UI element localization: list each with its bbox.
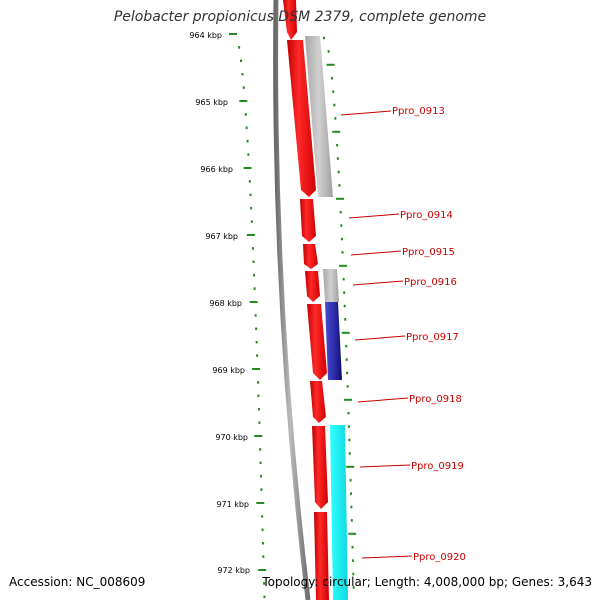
gene-arrow-ppro-0920 (314, 512, 329, 600)
gene-label[interactable]: Ppro_0913 (392, 106, 445, 117)
tick-label: 964 kbp (189, 31, 222, 40)
tick-label: 969 kbp (212, 366, 245, 375)
tick-label: 965 kbp (195, 98, 228, 107)
gene-label[interactable]: Ppro_0918 (409, 394, 462, 405)
topology-text: Topology: circular; Length: 4,008,000 bp… (262, 575, 592, 589)
leader-line (359, 464, 411, 468)
leader-line (357, 397, 409, 403)
leader-line (352, 280, 404, 286)
tick-labels: 964 kbp 965 kbp 966 kbp 967 kbp 968 kbp … (189, 31, 250, 575)
gene-labels: Ppro_0913 Ppro_0914 Ppro_0915 Ppro_0916 … (392, 106, 466, 563)
gene-arrow-ppro-0913 (287, 40, 316, 197)
gene-arrows (283, 0, 329, 600)
gene-label[interactable]: Ppro_0915 (402, 247, 455, 258)
gene-arrow-ppro-0914 (300, 199, 316, 242)
gene-arrow-ppro-0915 (303, 244, 318, 269)
leader-line (361, 555, 413, 559)
tick-label: 972 kbp (217, 566, 250, 575)
cog-block-gray-lower (323, 269, 339, 302)
tick-label: 970 kbp (215, 433, 248, 442)
cog-block-cyan (330, 425, 348, 600)
axis-ticks (229, 33, 267, 599)
gene-arrow-ppro-0919 (312, 426, 328, 509)
accession-text: Accession: NC_008609 (9, 575, 146, 589)
genome-backbone (273, 0, 311, 600)
gene-arrow-ppro-0912 (283, 0, 297, 40)
gene-label[interactable]: Ppro_0920 (413, 552, 466, 563)
tick-label: 967 kbp (205, 232, 238, 241)
leader-line (348, 213, 400, 219)
cog-block-blue (325, 302, 342, 380)
gene-label[interactable]: Ppro_0914 (400, 210, 453, 221)
gene-arrow-ppro-0918 (310, 381, 326, 423)
gene-label[interactable]: Ppro_0916 (404, 277, 457, 288)
label-leader-lines (340, 110, 413, 559)
tick-label: 971 kbp (216, 500, 249, 509)
leader-line (340, 110, 392, 116)
gene-arrow-ppro-0917 (307, 304, 327, 380)
tick-label: 966 kbp (200, 165, 233, 174)
leader-line (350, 250, 402, 256)
map-title: Pelobacter propionicus DSM 2379, complet… (113, 9, 487, 25)
leader-line (354, 335, 406, 341)
gene-arrow-ppro-0916 (305, 271, 320, 302)
gc-skew-track (323, 36, 357, 589)
cog-blocks (305, 36, 348, 600)
gene-label[interactable]: Ppro_0919 (411, 461, 464, 472)
cog-block-gray-upper (305, 36, 333, 197)
gene-label[interactable]: Ppro_0917 (406, 332, 459, 343)
tick-label: 968 kbp (209, 299, 242, 308)
